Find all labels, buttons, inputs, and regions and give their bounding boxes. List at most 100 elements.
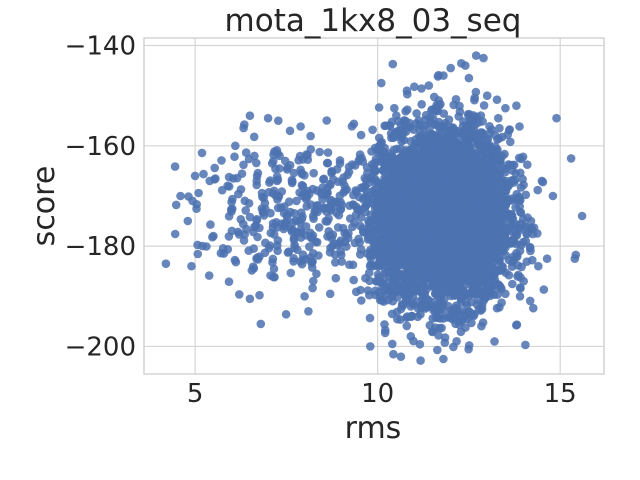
data-point: [483, 267, 493, 276]
data-point: [528, 229, 538, 239]
data-point: [387, 153, 397, 162]
data-point: [492, 303, 502, 313]
data-point: [518, 174, 527, 184]
data-point: [495, 123, 504, 133]
data-point: [409, 336, 418, 346]
data-point: [444, 194, 454, 204]
data-point: [398, 248, 407, 258]
data-point: [512, 248, 521, 258]
data-point: [390, 103, 399, 113]
data-point: [490, 275, 500, 285]
data-point: [414, 245, 423, 255]
data-point: [474, 304, 484, 314]
data-point: [415, 270, 425, 280]
data-point: [437, 229, 447, 239]
data-point: [427, 282, 437, 291]
data-point: [451, 176, 461, 186]
data-point: [385, 246, 394, 255]
data-point: [397, 137, 406, 146]
data-point: [407, 165, 417, 174]
data-point: [505, 223, 514, 232]
data-point: [428, 314, 438, 323]
data-point: [458, 311, 467, 321]
data-point: [454, 147, 463, 157]
data-point: [431, 227, 440, 237]
data-point: [429, 132, 438, 141]
data-point: [402, 264, 412, 274]
data-point: [401, 107, 410, 116]
data-point: [521, 340, 530, 350]
data-point: [418, 277, 428, 287]
data-point: [490, 196, 500, 205]
data-point: [466, 259, 475, 269]
data-point: [516, 283, 525, 293]
data-point: [419, 124, 429, 134]
data-point: [515, 223, 524, 233]
data-point: [539, 285, 549, 294]
data-point: [365, 276, 374, 286]
data-point: [498, 234, 508, 243]
data-point: [435, 189, 445, 198]
data-point: [481, 240, 490, 250]
data-point: [483, 182, 493, 191]
data-point: [460, 203, 469, 212]
data-point: [517, 240, 526, 250]
data-point: [357, 296, 366, 305]
data-point: [374, 103, 384, 112]
data-point: [522, 229, 531, 239]
data-point: [460, 238, 470, 248]
data-point: [389, 145, 399, 155]
data-point: [406, 283, 416, 292]
data-point: [417, 84, 426, 93]
data-point: [507, 262, 517, 272]
data-point: [433, 180, 443, 190]
data-point: [485, 122, 494, 131]
data-point: [491, 145, 501, 154]
data-point: [399, 289, 409, 299]
data-point: [469, 311, 479, 321]
data-point: [396, 153, 406, 162]
data-point: [495, 281, 505, 291]
data-point: [491, 152, 501, 162]
data-point: [479, 101, 489, 110]
data-point: [440, 182, 449, 191]
data-point: [396, 315, 405, 324]
data-point: [433, 345, 442, 355]
data-point: [445, 219, 454, 229]
data-point: [421, 110, 431, 120]
data-point: [376, 292, 385, 301]
data-point: [444, 169, 454, 179]
data-point: [447, 144, 457, 153]
data-point: [410, 82, 419, 91]
data-point: [389, 260, 398, 269]
data-point: [429, 275, 439, 284]
data-point: [396, 120, 406, 130]
data-point: [510, 195, 520, 205]
data-point: [416, 254, 425, 264]
data-point: [383, 295, 393, 305]
data-point: [427, 185, 436, 194]
data-point: [513, 272, 522, 281]
data-point: [495, 254, 504, 264]
data-point: [475, 257, 485, 267]
data-point: [435, 256, 444, 266]
data-point: [451, 246, 461, 256]
data-points: [161, 51, 587, 365]
data-point: [506, 236, 515, 246]
data-point: [501, 268, 511, 278]
data-point: [464, 344, 473, 354]
data-point: [356, 285, 365, 295]
data-point: [474, 187, 483, 196]
data-point: [365, 313, 375, 323]
data-point: [381, 213, 390, 222]
data-point: [365, 290, 374, 300]
data-point: [459, 232, 469, 241]
data-point: [386, 129, 396, 138]
data-point: [466, 277, 475, 287]
data-point: [429, 297, 439, 307]
data-point: [388, 59, 398, 69]
data-point: [459, 127, 468, 137]
data-point: [460, 213, 470, 222]
data-point: [470, 93, 480, 103]
data-point: [498, 246, 507, 256]
